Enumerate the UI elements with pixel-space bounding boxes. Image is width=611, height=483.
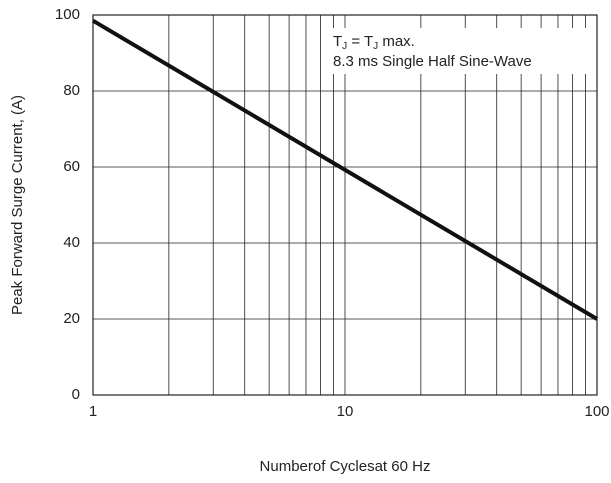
y-tick-label: 0 [72,386,80,403]
grid [92,14,598,396]
annotation-part: J [342,41,347,52]
annotation-part: = T [347,33,373,50]
x-tick-label: 100 [584,403,609,420]
y-tick-label: 60 [63,158,80,175]
series-line [91,18,599,321]
x-tick-label: 10 [337,403,354,420]
y-tick-label: 80 [63,82,80,99]
y-tick-label: 40 [63,234,80,251]
annotation-line-2: 8.3 ms Single Half Sine-Wave [333,53,532,70]
annotation-line-1: TJ = TJ max. [333,33,415,52]
y-tick-label: 20 [63,310,80,327]
y-axis-label: Peak Forward Surge Current, (A) [9,95,26,315]
lines [91,18,599,321]
annotation-part: T [333,33,342,50]
x-axis-label: Numberof Cyclesat 60 Hz [260,458,431,475]
annotation-bg [328,28,594,74]
x-tick-label: 1 [89,403,97,420]
annotation-part: max. [378,33,415,50]
y-tick-label: 100 [55,6,80,23]
annotation-part: J [373,41,378,52]
